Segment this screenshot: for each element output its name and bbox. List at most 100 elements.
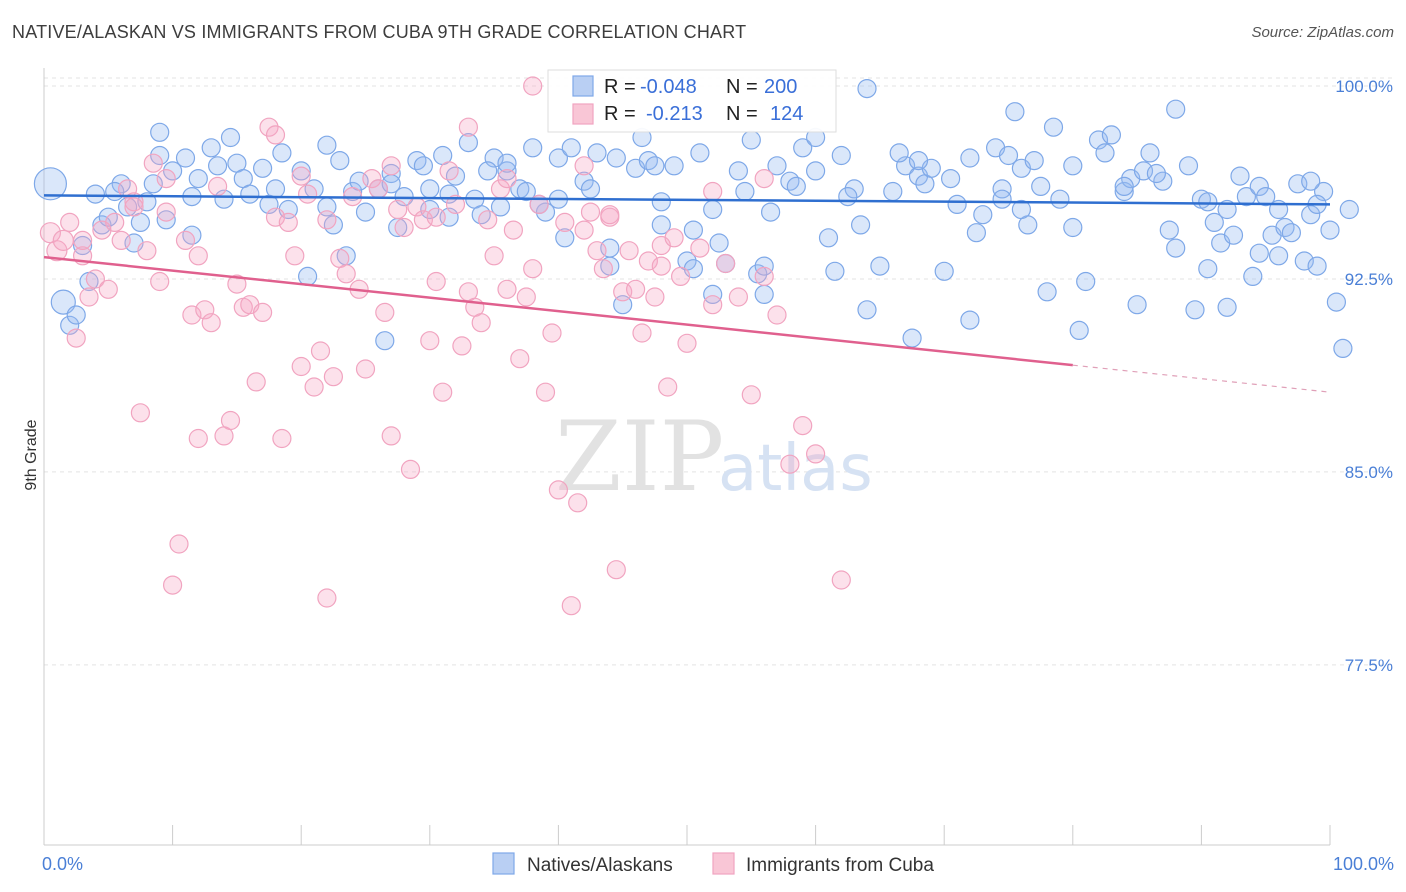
cuba-point [606, 560, 626, 580]
chart-title: NATIVE/ALASKAN VS IMMIGRANTS FROM CUBA 9… [12, 22, 747, 42]
legend-n-value-cuba: 124 [770, 103, 803, 125]
cuba-point [336, 264, 356, 284]
cuba-point [728, 287, 749, 307]
natives-point [1223, 225, 1244, 245]
natives-point [66, 305, 86, 325]
natives-point [208, 156, 228, 176]
natives-point [645, 156, 665, 176]
watermark-atlas: atlas [718, 432, 873, 506]
natives-point [844, 179, 864, 199]
natives-point [889, 143, 909, 163]
cuba-point [105, 212, 125, 232]
cuba-point [523, 259, 543, 279]
x-tick-label-right: 100.0% [1333, 854, 1394, 874]
cuba-point [388, 199, 408, 220]
y-tick-label: 77.5% [1345, 656, 1393, 675]
y-tick-labels: 100.0% 92.5% 85.0% 77.5% [1335, 77, 1393, 675]
cuba-point [381, 156, 401, 176]
cuba-point [310, 341, 331, 361]
cuba-point [690, 238, 710, 258]
natives-point [786, 176, 806, 196]
natives-point [413, 156, 433, 176]
natives-point [767, 156, 787, 176]
natives-point [1294, 251, 1314, 271]
natives-point [1256, 187, 1276, 207]
cuba-point [439, 161, 459, 181]
natives-point [703, 284, 723, 304]
cuba-point [265, 125, 286, 145]
cuba-point [291, 356, 311, 377]
cuba-point [175, 230, 196, 250]
natives-point [831, 145, 851, 166]
legend-label-natives: Natives/Alaskans [527, 855, 673, 876]
natives-point [992, 179, 1012, 199]
source-credit: Source: ZipAtlas.com [1251, 24, 1394, 41]
cuba-point [754, 266, 774, 286]
natives-point [998, 145, 1019, 166]
natives-point [580, 179, 601, 199]
natives-point [1153, 171, 1173, 191]
cuba-point [754, 169, 774, 189]
natives-point [1031, 176, 1051, 196]
natives-point [940, 169, 961, 189]
natives-point [220, 127, 241, 148]
stats-legend: R = -0.048 N = 200 R = -0.213 N = 124 [547, 69, 837, 133]
cuba-point [111, 230, 131, 250]
natives-point [1159, 220, 1179, 240]
natives-point [709, 233, 729, 253]
natives-point [1275, 217, 1295, 238]
cuba-point [831, 570, 851, 590]
natives-point [85, 184, 106, 204]
cuba-point [555, 212, 575, 232]
cuba-point [574, 156, 594, 176]
cuba-point [664, 228, 684, 248]
cuba-point [780, 454, 800, 474]
cuba-point [291, 166, 311, 186]
natives-point [150, 122, 170, 142]
cuba-point [227, 274, 247, 294]
natives-point [947, 194, 967, 214]
natives-point [1005, 102, 1025, 122]
natives-point [754, 256, 774, 276]
natives-point [561, 138, 581, 158]
natives-point [175, 148, 196, 168]
cuba-point [497, 169, 517, 189]
cuba-point [471, 313, 491, 333]
cuba-point [278, 212, 298, 232]
watermark-zip: ZIP [555, 401, 724, 513]
cuba-point [658, 377, 678, 397]
cuba-point [72, 230, 93, 250]
natives-point [1230, 166, 1250, 186]
legend-swatch-bottom-cuba [712, 852, 735, 875]
cuba-point [52, 229, 74, 251]
trend-line-cuba [43, 255, 1073, 367]
natives-point [690, 143, 710, 163]
cuba-point [85, 269, 106, 289]
natives-point [1301, 205, 1321, 225]
cuba-point [156, 169, 176, 189]
natives-point [728, 161, 749, 181]
cuba-point [317, 588, 337, 608]
series-natives-points [33, 78, 1359, 358]
cuba-point [285, 246, 305, 266]
natives-point [870, 256, 890, 276]
natives-point [240, 184, 260, 204]
y-tick-label: 85.0% [1345, 463, 1393, 482]
natives-point [574, 171, 594, 191]
legend-r-value-cuba: -0.213 [646, 103, 703, 125]
legend-swatch-bottom-natives [492, 852, 515, 875]
cuba-point [220, 410, 241, 431]
cuba-point [523, 76, 543, 96]
natives-point [407, 151, 427, 171]
cuba-point [317, 210, 337, 230]
natives-point [163, 161, 183, 181]
cuba-point [375, 302, 395, 322]
cuba-point [574, 220, 594, 240]
natives-point [960, 310, 980, 330]
natives-point [606, 148, 626, 168]
natives-point [1301, 171, 1321, 191]
natives-point [735, 181, 755, 202]
cuba-point [265, 207, 286, 227]
natives-point [478, 161, 498, 181]
cuba-point [452, 336, 472, 356]
